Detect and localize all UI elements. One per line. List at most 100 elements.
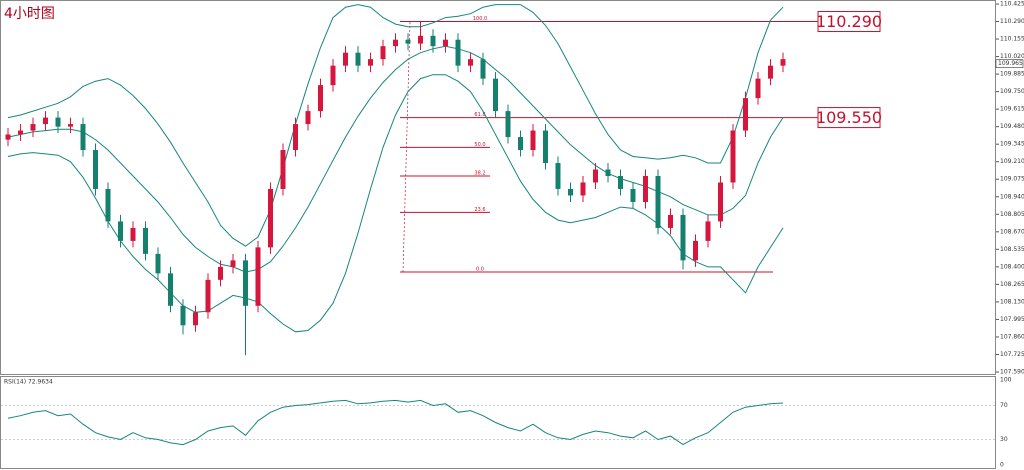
y-tick-label: 108.805: [1000, 211, 1024, 218]
y-tick-label: 108.940: [1000, 193, 1024, 200]
candle-body: [430, 35, 436, 47]
candle-body: [243, 260, 248, 306]
level-label: 110.290: [816, 12, 882, 31]
candle-body: [505, 111, 511, 138]
candle-body: [780, 59, 786, 66]
candle-body: [68, 124, 73, 127]
fib-label: 61.8: [474, 112, 485, 118]
y-tick-label: 110.155: [1000, 36, 1024, 43]
candle-body: [293, 124, 298, 151]
candle-body: [305, 111, 311, 125]
candle-body: [280, 150, 286, 189]
candle-body: [468, 59, 473, 66]
level-box: [817, 107, 881, 129]
candle-body: [5, 134, 11, 140]
candle-body: [730, 130, 736, 183]
candle-body: [555, 163, 561, 189]
candle-body: [18, 130, 23, 135]
rsi-tick-label: 70: [1000, 402, 1008, 409]
candle-body: [418, 35, 423, 44]
last-price-label: 109.965: [998, 60, 1023, 67]
y-tick-label: 107.860: [1000, 333, 1024, 340]
candle-body: [743, 98, 748, 131]
fib-label: 0.0: [476, 267, 484, 273]
candle-body: [118, 221, 123, 241]
fib-label: 100.0: [473, 16, 487, 22]
candle-body: [368, 59, 373, 66]
y-tick-label: 107.725: [1000, 351, 1024, 358]
candle-body: [518, 137, 523, 151]
candle-body: [205, 279, 211, 313]
y-tick-label: 110.425: [1000, 1, 1024, 8]
candle-body: [218, 266, 223, 280]
y-tick-label: 107.995: [1000, 316, 1024, 323]
candle-body: [568, 188, 573, 196]
candle-body: [93, 150, 98, 189]
candle-body: [405, 39, 411, 44]
candle-body: [643, 175, 648, 202]
y-tick-label: 109.615: [1000, 106, 1024, 113]
candle-body: [393, 39, 398, 47]
candle-body: [43, 117, 48, 125]
rsi-panel: [0, 376, 996, 469]
level-box: [817, 11, 881, 33]
fib-label: 38.2: [474, 170, 485, 176]
candle-body: [155, 253, 161, 274]
candle-body: [655, 175, 661, 228]
band-middle: [7, 45, 784, 273]
candle-body: [130, 227, 136, 241]
candle-body: [105, 188, 111, 222]
candle-body: [30, 124, 36, 131]
rsi-tick-label: 30: [1000, 436, 1008, 443]
candle-body: [143, 227, 148, 254]
y-tick-label: 110.290: [1000, 18, 1024, 25]
rsi-line: [7, 399, 784, 446]
main-panel: [0, 0, 996, 375]
rsi-tick-label: 0: [1000, 462, 1004, 469]
candle-body: [343, 52, 348, 66]
level-label: 109.550: [816, 108, 882, 127]
y-tick-label: 110.020: [1000, 53, 1024, 60]
candle-body: [543, 130, 548, 164]
y-tick-label: 108.400: [1000, 263, 1024, 270]
fib-label: 23.6: [474, 207, 485, 213]
candle-body: [768, 65, 773, 79]
candle-body: [443, 39, 448, 47]
candle-body: [193, 312, 198, 326]
candle-body: [668, 214, 673, 228]
band-lower: [7, 74, 784, 333]
band-upper: [7, 4, 784, 247]
candle-body: [318, 85, 323, 112]
y-tick-label: 109.885: [1000, 71, 1024, 78]
candle-body: [480, 59, 486, 79]
candle-body: [55, 117, 61, 127]
candle-body: [268, 188, 273, 248]
rsi-tick-label: 100: [1000, 377, 1012, 384]
candle-body: [693, 240, 698, 261]
candle-body: [680, 214, 686, 261]
y-tick-label: 109.750: [1000, 88, 1024, 95]
candle-body: [493, 78, 498, 112]
last-price-box: [995, 59, 1024, 69]
candle-body: [530, 130, 536, 151]
candle-body: [755, 78, 761, 99]
candle-body: [168, 273, 173, 306]
y-tick-label: 109.075: [1000, 176, 1024, 183]
candle-body: [605, 169, 611, 176]
candle-body: [180, 305, 186, 326]
candle-body: [705, 221, 711, 241]
candle-body: [618, 175, 623, 189]
candle-body: [255, 247, 261, 306]
y-tick-label: 108.535: [1000, 246, 1024, 253]
rsi-label: RSI(14) 72.9634: [4, 379, 53, 386]
y-tick-label: 108.130: [1000, 298, 1024, 305]
candle-body: [330, 65, 336, 86]
y-tick-label: 107.590: [1000, 369, 1024, 376]
candle-body: [630, 188, 636, 202]
y-tick-label: 108.670: [1000, 228, 1024, 235]
y-tick-label: 109.480: [1000, 123, 1024, 130]
fib-label: 50.0: [474, 142, 485, 148]
chart-title: 4小时图: [4, 6, 55, 22]
y-tick-label: 109.345: [1000, 141, 1024, 148]
